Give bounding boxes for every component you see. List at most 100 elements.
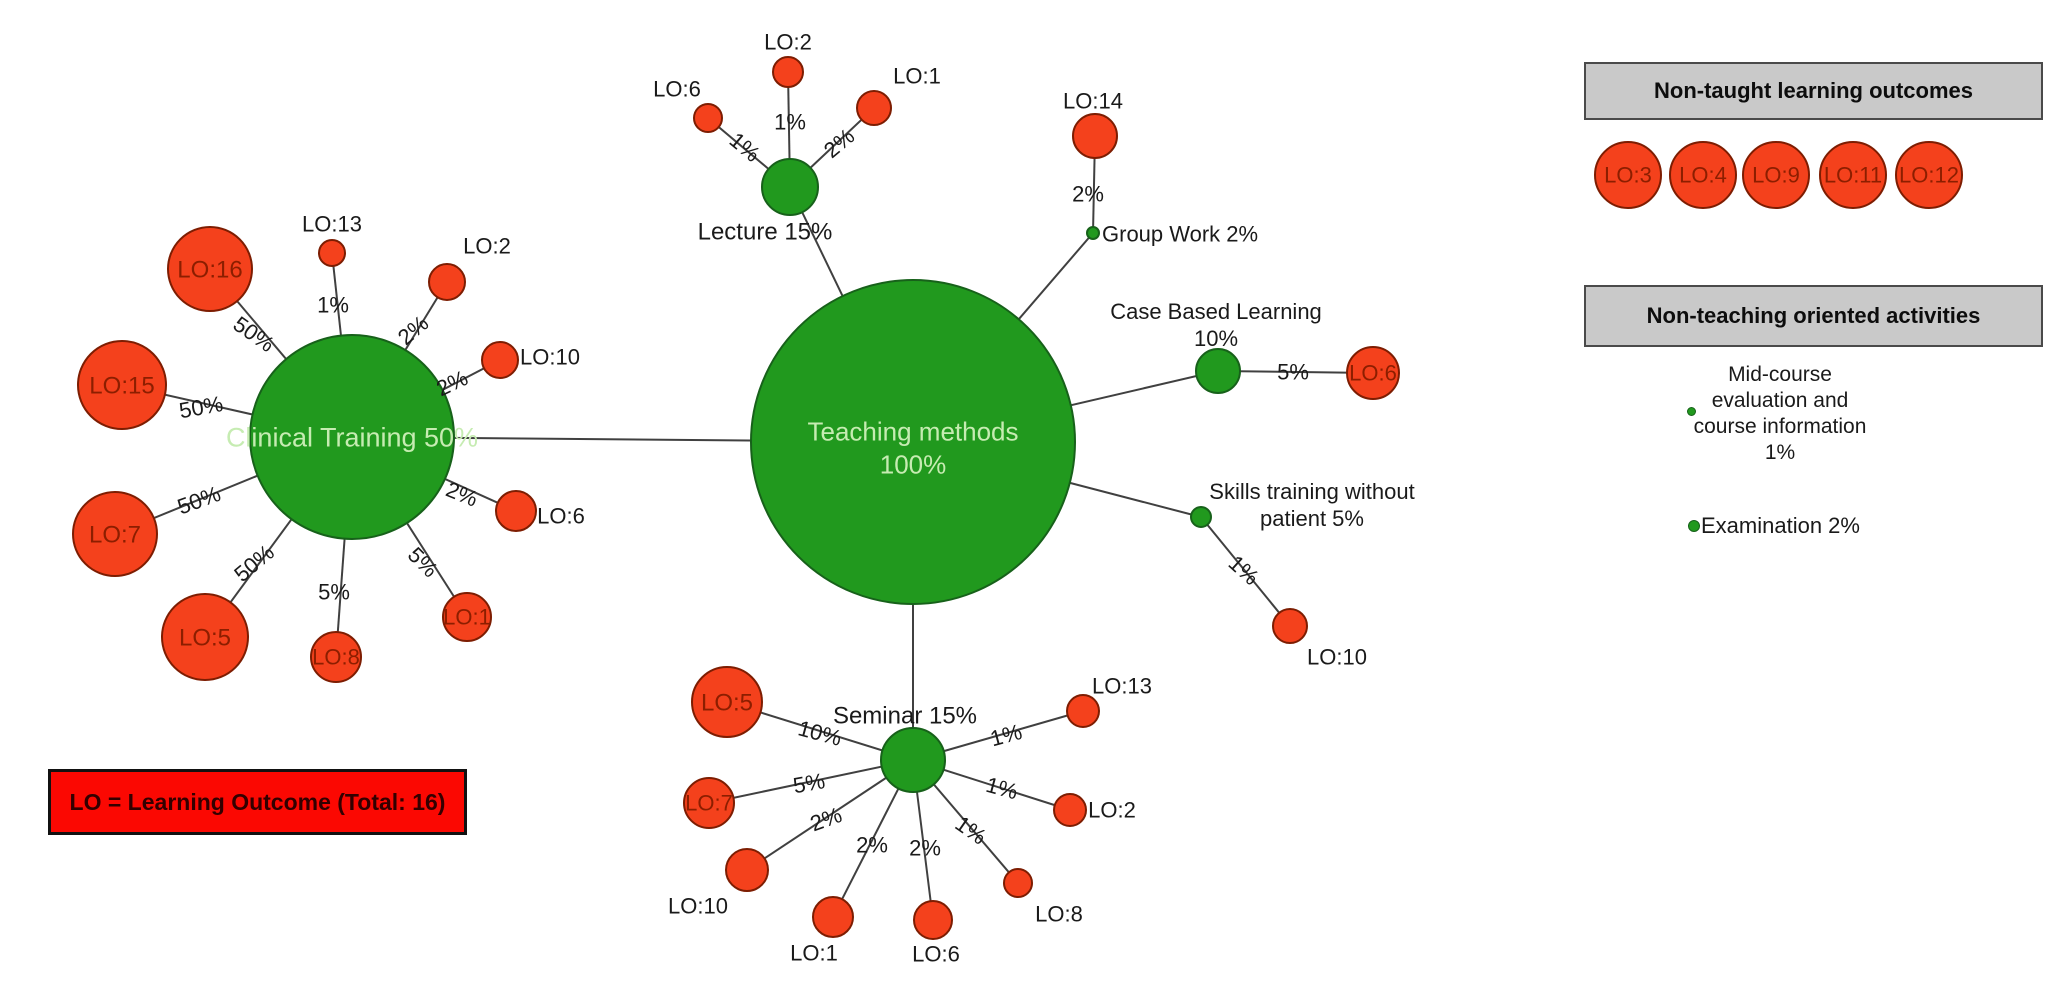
node-lo8c xyxy=(310,631,362,683)
node-lo1se xyxy=(812,896,854,938)
non-teaching-header-label: Non-teaching oriented activities xyxy=(1646,303,1981,328)
node-label-lo2l: LO:2 xyxy=(764,30,812,55)
node-label-lo2c: LO:2 xyxy=(463,234,511,259)
node-lo6c xyxy=(495,490,537,532)
edge-skillsdot-lo10s xyxy=(1200,516,1291,627)
node-lo14g xyxy=(1072,113,1118,159)
edge-seminar-lo7se xyxy=(708,759,914,804)
node-lo1l xyxy=(856,90,892,126)
edge-label-seminar-lo1se: 2% xyxy=(856,833,888,858)
node-label-clinical: Clinical Training 50% xyxy=(226,422,478,452)
node-lo10c xyxy=(481,341,519,379)
node-lo6l xyxy=(693,103,723,133)
node-label-nt11: LO:11 xyxy=(1824,163,1882,188)
node-label-lo6cb: LO:6 xyxy=(1349,361,1397,386)
node-lo8se xyxy=(1003,868,1033,898)
lo-legend-text: LO = Learning Outcome (Total: 16) xyxy=(69,788,446,815)
node-label-groupdot: Group Work 2% xyxy=(1102,222,1258,247)
node-label-lo10c: LO:10 xyxy=(520,345,580,370)
node-label-cbl: Case Based Learning xyxy=(1110,299,1322,324)
node-lo5se xyxy=(691,666,763,738)
node-label-lecture: Lecture 15% xyxy=(698,218,833,245)
node-nt3 xyxy=(1594,141,1662,209)
edge-label-groupdot-lo14g: 2% xyxy=(1072,182,1104,207)
node-lo7c xyxy=(72,491,158,577)
node-label-lo6se: LO:6 xyxy=(912,942,960,967)
edge-label-clinical-lo16c: 50% xyxy=(229,311,279,357)
lo-legend-box: LO = Learning Outcome (Total: 16) xyxy=(48,769,467,835)
node-label-lo15c: LO:15 xyxy=(89,372,154,399)
edge-label-clinical-lo2c: 2% xyxy=(393,310,433,350)
mid-course-dot-icon xyxy=(1687,407,1696,416)
node-label-lo5se: LO:5 xyxy=(701,689,753,716)
node-label-seminar: Seminar 15% xyxy=(833,702,977,729)
node-nt11 xyxy=(1819,141,1887,209)
node-label-skillsdot: patient 5% xyxy=(1260,506,1364,531)
non-teaching-header-box: Non-teaching oriented activities xyxy=(1584,285,2043,347)
node-label-nt12: LO:12 xyxy=(1899,163,1959,188)
mid-course-activity-text: Mid-course evaluation and course informa… xyxy=(1640,362,1920,466)
edge-label-lecture-lo2l: 1% xyxy=(774,110,806,135)
node-lo2c xyxy=(428,263,466,301)
node-label-lo16c: LO:16 xyxy=(177,256,242,283)
non-taught-header-label: Non-taught learning outcomes xyxy=(1654,78,1973,103)
node-lo10se xyxy=(725,848,769,892)
node-nt12 xyxy=(1895,141,1963,209)
node-label-lo13c: LO:13 xyxy=(302,212,362,237)
node-label-lo8se: LO:8 xyxy=(1035,902,1083,927)
node-lo6se xyxy=(913,900,953,940)
node-cbl xyxy=(1195,348,1241,394)
node-nt4 xyxy=(1669,141,1737,209)
examination-dot-icon xyxy=(1688,520,1700,532)
node-lo2l xyxy=(772,56,804,88)
mid-course-line-3: course information xyxy=(1693,415,1867,438)
edge-label-seminar-lo10se: 2% xyxy=(807,802,845,836)
non-taught-header-box: Non-taught learning outcomes xyxy=(1584,62,2043,120)
node-lo13c xyxy=(318,239,346,267)
node-label-lo1l: LO:1 xyxy=(893,64,941,89)
edge-label-clinical-lo6c: 2% xyxy=(443,477,482,512)
edge-label-seminar-lo13se: 1% xyxy=(987,719,1024,751)
edge-label-clinical-lo15c: 50% xyxy=(177,391,225,423)
edge-label-clinical-lo13c: 1% xyxy=(317,293,349,318)
node-label-teaching: Teaching methods xyxy=(807,417,1018,447)
edge-label-clinical-lo7c: 50% xyxy=(174,481,224,520)
node-skillsdot xyxy=(1190,506,1212,528)
node-groupdot xyxy=(1086,226,1100,240)
node-lo15c xyxy=(77,340,167,430)
node-lo10s xyxy=(1272,608,1308,644)
examination-activity-text: Examination 2% xyxy=(1701,513,1860,538)
node-label-nt3: LO:3 xyxy=(1604,163,1652,188)
edge-label-clinical-lo8c: 5% xyxy=(318,580,350,605)
mid-course-line-2: evaluation and xyxy=(1711,389,1849,412)
node-nt9 xyxy=(1742,141,1810,209)
node-label-lo14g: LO:14 xyxy=(1063,89,1123,114)
node-lo7se xyxy=(683,777,735,829)
edge-label-lecture-lo1l: 2% xyxy=(819,123,859,163)
mid-course-line-1: Mid-course xyxy=(1728,363,1832,386)
node-label-lo5c: LO:5 xyxy=(179,624,231,651)
edge-label-seminar-lo2se: 1% xyxy=(983,772,1020,804)
node-clinical xyxy=(249,334,455,540)
node-lecture xyxy=(761,158,819,216)
node-label-lo10s: LO:10 xyxy=(1307,645,1367,670)
node-label-lo13se: LO:13 xyxy=(1092,674,1152,699)
edge-seminar-lo10se xyxy=(746,759,914,871)
node-label-lo1c: LO:1 xyxy=(443,605,491,630)
edge-label-clinical-lo1c: 5% xyxy=(403,542,443,582)
node-label-lo7se: LO:7 xyxy=(685,791,733,816)
node-lo13se xyxy=(1066,694,1100,728)
node-label-teaching: 100% xyxy=(880,450,947,480)
node-label-lo6c: LO:6 xyxy=(537,504,585,529)
node-lo2se xyxy=(1053,793,1087,827)
node-label-cbl: 10% xyxy=(1194,326,1238,351)
node-lo5c xyxy=(161,593,249,681)
node-label-lo6l: LO:6 xyxy=(653,77,701,102)
node-lo1c xyxy=(442,592,492,642)
edge-label-seminar-lo6se: 2% xyxy=(909,836,941,861)
node-label-lo1se: LO:1 xyxy=(790,941,838,966)
edge-label-seminar-lo7se: 5% xyxy=(791,768,827,798)
edge-label-cbl-lo6cb: 5% xyxy=(1277,360,1309,385)
